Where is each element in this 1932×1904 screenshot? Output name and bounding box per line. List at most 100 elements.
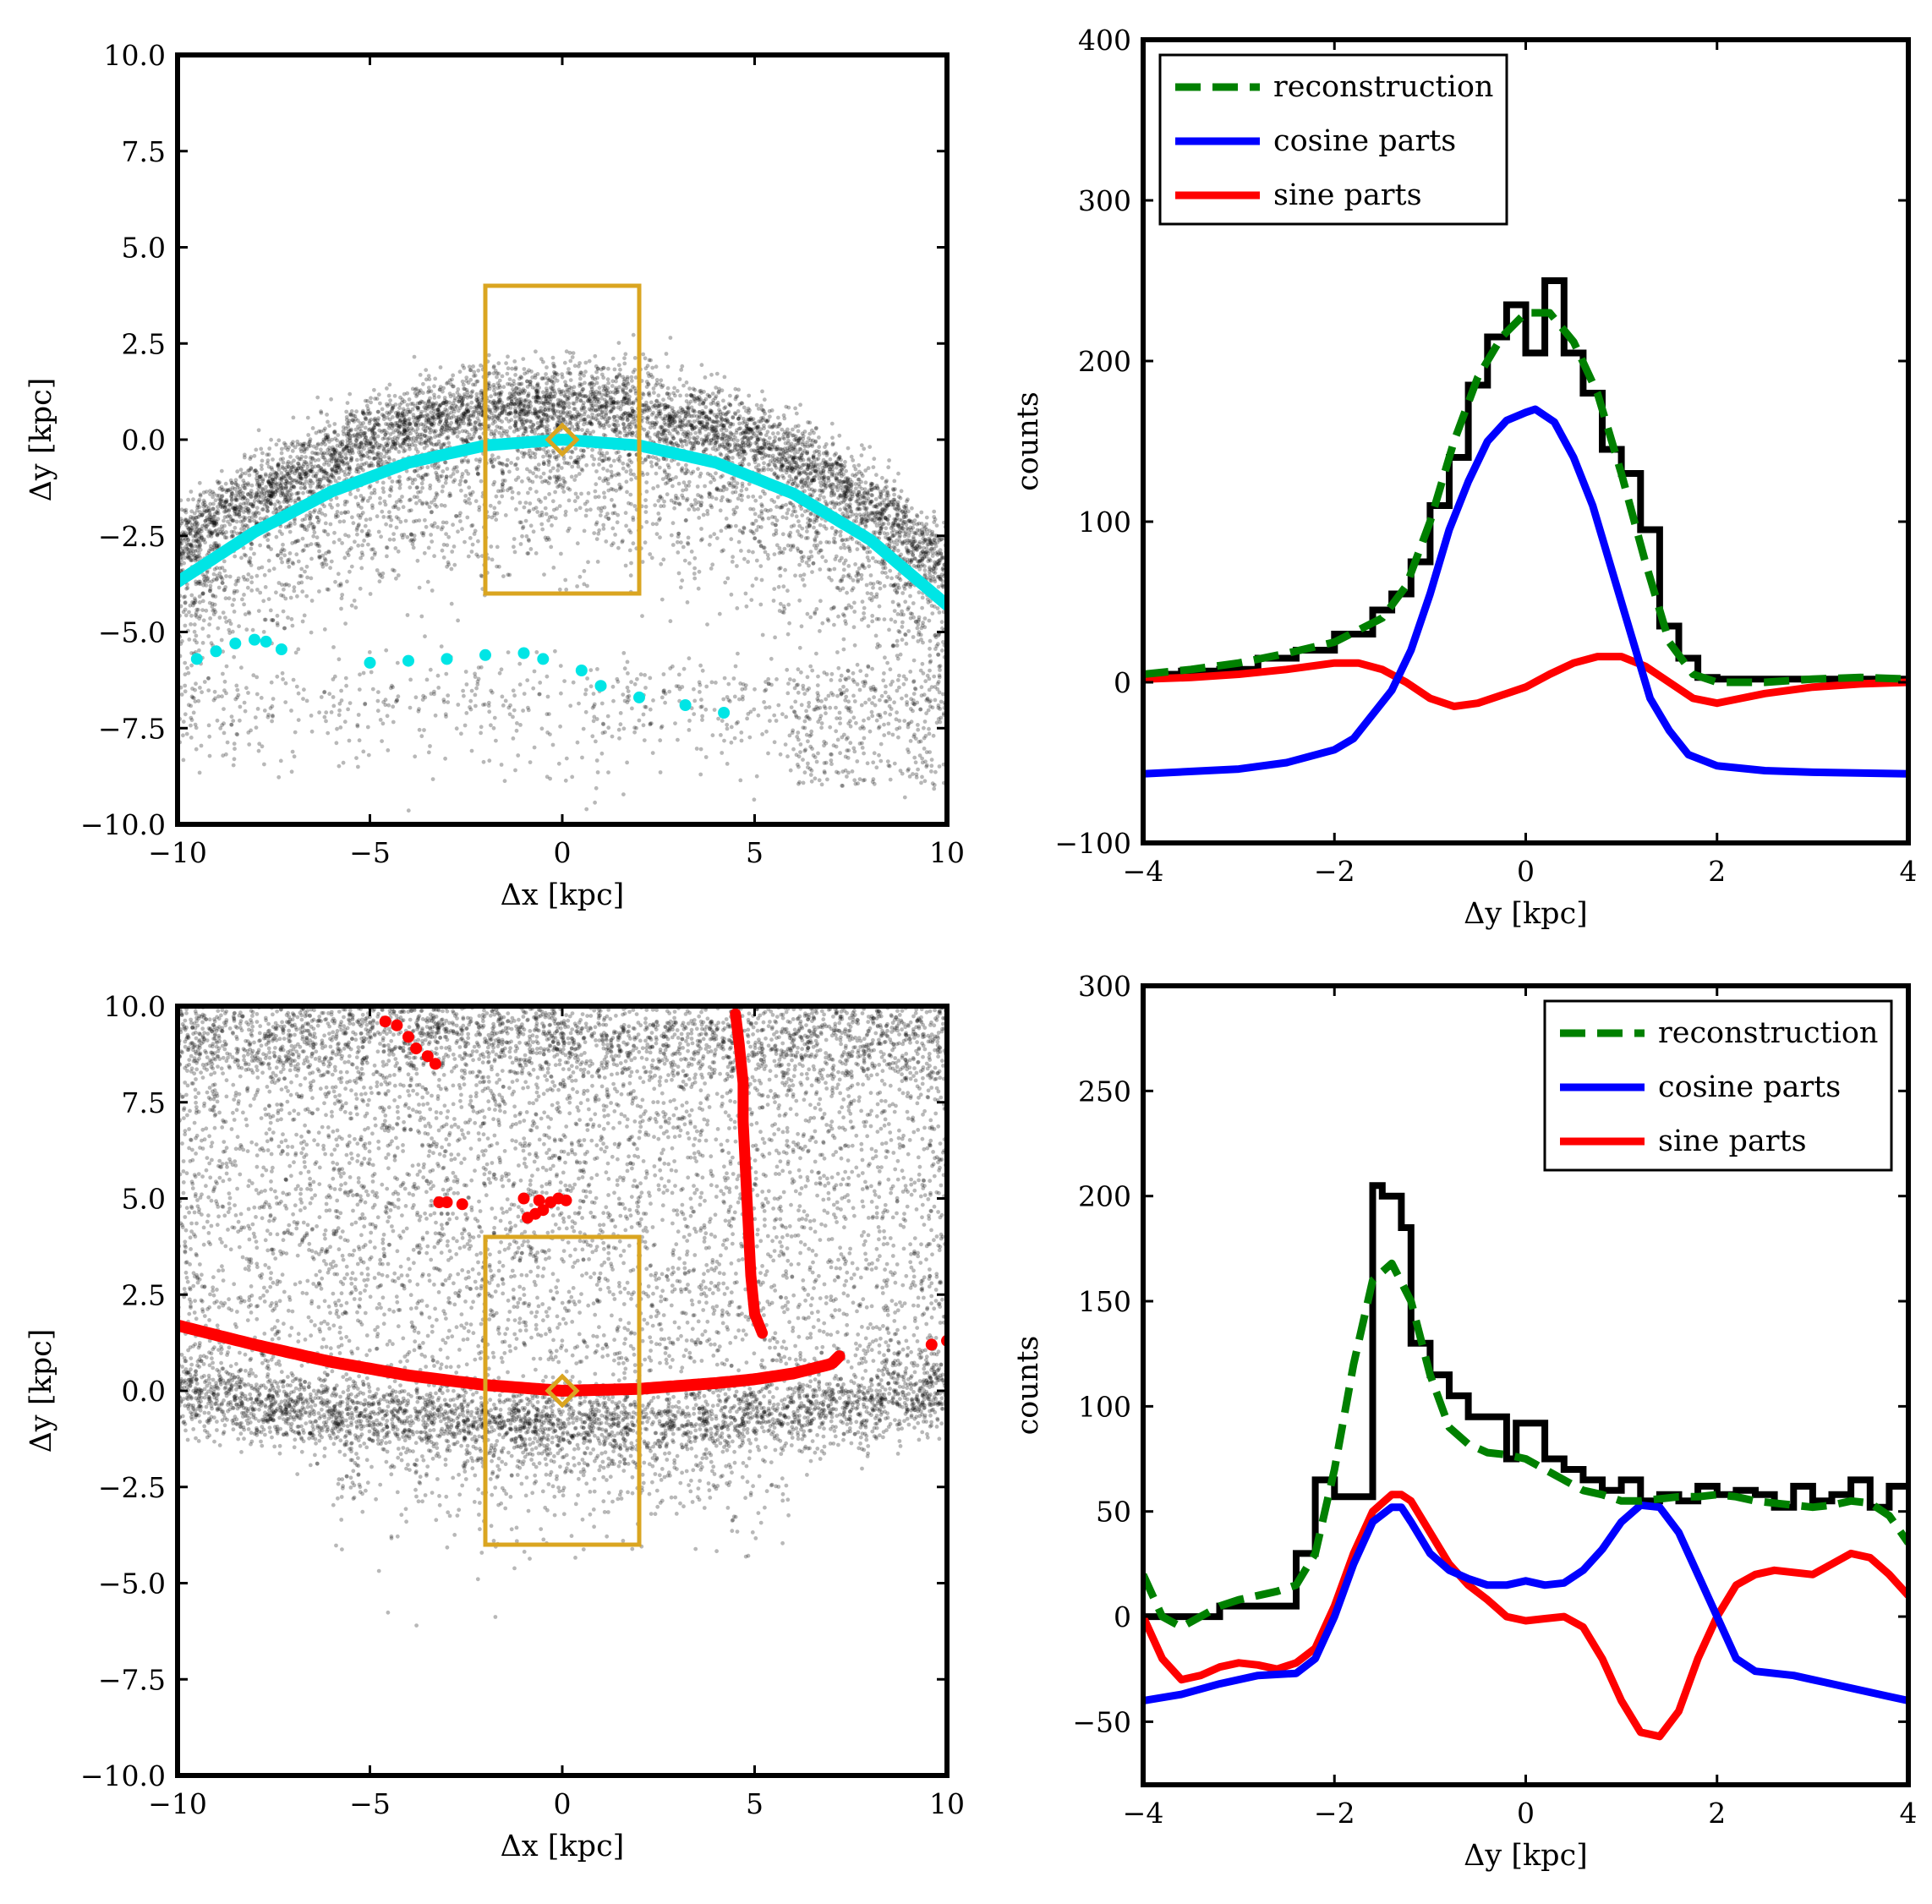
scatter-point xyxy=(369,400,373,405)
scatter-point xyxy=(661,430,666,435)
scatter-point xyxy=(902,539,907,544)
scatter-point xyxy=(578,370,583,375)
scatter-point xyxy=(513,406,517,411)
scatter-point xyxy=(375,422,380,427)
scatter-point xyxy=(535,381,540,386)
scatter-point xyxy=(590,380,594,386)
scatter-point xyxy=(930,554,935,558)
scatter-point xyxy=(858,496,862,501)
scatter-point xyxy=(645,419,650,424)
panel-top-left: −10 −5 0 5 10−10.0−7.5−5.0−2.50.02.55.07.510… xyxy=(25,39,965,912)
scatter-point xyxy=(381,417,386,422)
scatter-point xyxy=(238,474,243,479)
scatter-point xyxy=(198,547,203,552)
scatter-point xyxy=(836,481,840,486)
scatter-point xyxy=(375,460,380,465)
scatter-point xyxy=(684,442,689,447)
scatter-point xyxy=(454,415,459,420)
scatter-point xyxy=(392,443,397,447)
scatter-point xyxy=(345,440,350,446)
scatter-point xyxy=(283,442,288,447)
scatter-point xyxy=(640,403,645,408)
scatter-point xyxy=(459,396,463,400)
scatter-point xyxy=(363,415,368,420)
scatter-point xyxy=(846,479,851,483)
scatter-point xyxy=(774,456,780,461)
scatter-point xyxy=(878,523,883,528)
scatter-point xyxy=(336,465,340,470)
scatter-point xyxy=(720,422,725,427)
scatter-point xyxy=(299,443,304,448)
scatter-point xyxy=(282,500,287,504)
scatter-point xyxy=(905,526,910,531)
scatter-point xyxy=(217,486,222,491)
scatter-point xyxy=(884,496,889,501)
scatter-point xyxy=(487,386,492,391)
scatter-point xyxy=(863,480,868,485)
scatter-point xyxy=(583,419,587,424)
scatter-point xyxy=(198,492,203,497)
scatter-point xyxy=(247,473,252,478)
scatter-point xyxy=(684,393,689,397)
scatter-point xyxy=(252,498,257,503)
scatter-point xyxy=(451,431,456,436)
scatter-point xyxy=(606,416,611,420)
scatter-point xyxy=(826,462,831,468)
scatter-point xyxy=(563,380,567,385)
scatter-point xyxy=(654,406,659,410)
scatter-point xyxy=(550,417,556,421)
scatter-point xyxy=(523,371,527,376)
scatter-point xyxy=(723,405,728,409)
scatter-point xyxy=(936,584,941,589)
scatter-point xyxy=(794,514,799,519)
scatter-point xyxy=(884,484,889,490)
scatter-point xyxy=(468,413,473,419)
scatter-point xyxy=(273,483,278,488)
scatter-point xyxy=(906,509,911,514)
scatter-point xyxy=(536,396,541,400)
scatter-point xyxy=(187,555,192,560)
scatter-point xyxy=(372,387,376,392)
scatter-point xyxy=(907,530,912,535)
scatter-point xyxy=(309,459,314,464)
scatter-point xyxy=(479,392,484,397)
scatter-point xyxy=(822,475,826,479)
scatter-point xyxy=(340,442,345,446)
scatter-point xyxy=(347,466,352,470)
scatter-point xyxy=(909,539,913,544)
scatter-point xyxy=(182,549,187,554)
scatter-point xyxy=(264,488,268,493)
scatter-point xyxy=(589,422,594,427)
scatter-point xyxy=(870,493,874,498)
scatter-point xyxy=(324,470,329,475)
scatter-point xyxy=(242,452,247,457)
scatter-point xyxy=(212,541,217,545)
scatter-point xyxy=(467,421,471,426)
scatter-point xyxy=(183,517,188,523)
scatter-point xyxy=(274,442,279,447)
scatter-point xyxy=(614,375,619,380)
scatter-point xyxy=(802,462,807,468)
scatter-point xyxy=(806,457,811,462)
scatter-point xyxy=(540,376,545,381)
scatter-point xyxy=(842,484,846,490)
scatter-point xyxy=(309,467,315,472)
scatter-point xyxy=(189,490,194,494)
scatter-point xyxy=(599,392,605,397)
scatter-point xyxy=(652,391,656,395)
scatter-point xyxy=(834,451,838,456)
scatter-point xyxy=(931,574,935,579)
scatter-point xyxy=(395,429,400,434)
scatter-point xyxy=(714,438,719,443)
scatter-point xyxy=(397,443,402,447)
scatter-point xyxy=(228,478,233,483)
scatter-point xyxy=(208,492,212,496)
scatter-point xyxy=(214,541,218,545)
scatter-point xyxy=(771,431,775,436)
scatter-point xyxy=(774,465,779,470)
scatter-point xyxy=(789,441,794,446)
scatter-point xyxy=(790,482,795,486)
scatter-point xyxy=(348,428,353,433)
scatter-point xyxy=(533,373,538,378)
scatter-point xyxy=(594,394,598,399)
